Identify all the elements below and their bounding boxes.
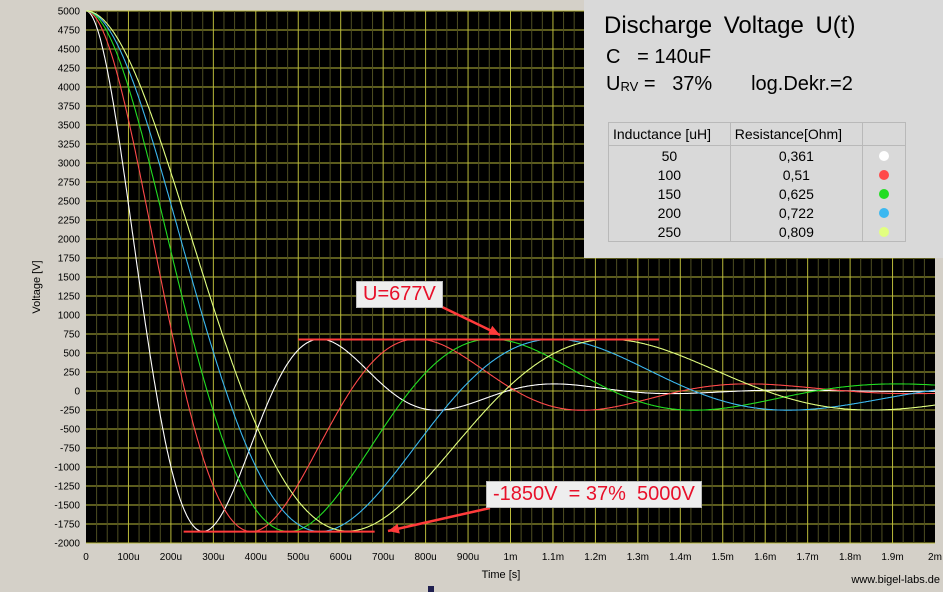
capacitance-line: C = 140uF: [606, 46, 711, 69]
y-tick-label: 2000: [58, 235, 81, 246]
y-tick-label: 1500: [58, 273, 81, 284]
inductance-cell: 100: [609, 165, 731, 184]
y-axis-title: Voltage [V]: [31, 260, 43, 313]
color-cell: [863, 222, 906, 242]
x-tick-label: 1.5m: [712, 552, 734, 563]
y-tick-label: 3750: [58, 102, 81, 113]
legend-table: Inductance [uH] Resistance[Ohm] 50 0,361…: [608, 122, 906, 242]
scroll-marker[interactable]: [428, 586, 434, 592]
y-tick-label: 4500: [58, 45, 81, 56]
x-tick-label: 200u: [160, 552, 182, 563]
y-tick-label: 3250: [58, 140, 81, 151]
x-tick-label: 300u: [202, 552, 224, 563]
legend-row: 100 0,51: [609, 165, 906, 184]
u-symbol: U: [606, 73, 620, 95]
series-color-dot: [879, 170, 889, 180]
legend-row: 50 0,361: [609, 146, 906, 166]
x-tick-label: 600u: [330, 552, 352, 563]
x-tick-label: 400u: [245, 552, 267, 563]
y-tick-label: -500: [60, 425, 80, 436]
x-tick-label: 0: [83, 552, 89, 563]
y-tick-label: 5000: [58, 7, 81, 18]
x-tick-label: 1.2m: [584, 552, 606, 563]
y-tick-label: -750: [60, 444, 80, 455]
y-tick-label: 250: [63, 368, 80, 379]
x-tick-labels: 0 100u 200u 300u 400u 500u 600u 700u 800u 900u 1m 1…: [83, 552, 942, 563]
y-tick-label: 2500: [58, 197, 81, 208]
x-tick-label: 1m: [504, 552, 518, 563]
y-tick-label: 500: [63, 349, 80, 360]
color-cell: [863, 146, 906, 166]
u-subscript: RV: [620, 79, 638, 94]
legend-row: 150 0,625: [609, 184, 906, 203]
series-color-dot: [879, 151, 889, 161]
y-tick-label: 2750: [58, 178, 81, 189]
y-tick-label: 1750: [58, 254, 81, 265]
y-tick-label: 750: [63, 330, 80, 341]
x-tick-label: 2m: [928, 552, 942, 563]
y-tick-label: -250: [60, 406, 80, 417]
min-voltage-callout: -1850V = 37% 5000V: [486, 481, 702, 508]
y-tick-label: -2000: [54, 539, 80, 550]
color-cell: [863, 165, 906, 184]
inductance-cell: 150: [609, 184, 731, 203]
y-tick-label: -1250: [54, 482, 80, 493]
y-tick-label: 1000: [58, 311, 81, 322]
header-inductance: Inductance [uH]: [609, 123, 731, 146]
y-tick-label: 0: [74, 387, 80, 398]
reversal-line: URV = 37% log.Dekr.=2: [606, 73, 853, 96]
series-color-dot: [879, 227, 889, 237]
resistance-cell: 0,809: [730, 222, 862, 242]
legend-row: 250 0,809: [609, 222, 906, 242]
x-tick-label: 1.8m: [839, 552, 861, 563]
y-tick-label: 4000: [58, 83, 81, 94]
x-axis-title: Time [s]: [482, 569, 521, 581]
resistance-cell: 0,51: [730, 165, 862, 184]
x-tick-label: 1.4m: [669, 552, 691, 563]
x-tick-label: 1.6m: [754, 552, 776, 563]
reversal-values: = 37% log.Dekr.=2: [638, 73, 853, 95]
y-tick-label: 3000: [58, 159, 81, 170]
info-panel: Discharge Voltage U(t) C = 140uF URV = 3…: [584, 0, 943, 258]
header-color: [863, 123, 906, 146]
y-tick-label: 4750: [58, 26, 81, 37]
y-tick-label: -1500: [54, 501, 80, 512]
y-tick-label: -1000: [54, 463, 80, 474]
resistance-cell: 0,361: [730, 146, 862, 166]
inductance-cell: 250: [609, 222, 731, 242]
x-tick-label: 900u: [457, 552, 479, 563]
inductance-cell: 200: [609, 203, 731, 222]
y-tick-label: 4250: [58, 64, 81, 75]
x-tick-label: 100u: [117, 552, 139, 563]
chart-title: Discharge Voltage U(t): [604, 12, 855, 40]
header-resistance: Resistance[Ohm]: [730, 123, 862, 146]
x-tick-label: 1.3m: [627, 552, 649, 563]
y-tick-label: -1750: [54, 520, 80, 531]
x-tick-label: 1.7m: [797, 552, 819, 563]
x-tick-label: 500u: [287, 552, 309, 563]
inductance-cell: 50: [609, 146, 731, 166]
color-cell: [863, 184, 906, 203]
series-color-dot: [879, 189, 889, 199]
x-tick-label: 1.1m: [542, 552, 564, 563]
y-tick-labels: 5000475045004250400037503500325030002750…: [54, 7, 80, 550]
color-cell: [863, 203, 906, 222]
x-tick-label: 800u: [414, 552, 436, 563]
peak-voltage-callout: U=677V: [356, 281, 443, 308]
series-color-dot: [879, 208, 889, 218]
resistance-cell: 0,625: [730, 184, 862, 203]
y-tick-label: 1250: [58, 292, 81, 303]
resistance-cell: 0,722: [730, 203, 862, 222]
legend-row: 200 0,722: [609, 203, 906, 222]
x-tick-label: 700u: [372, 552, 394, 563]
credit-text: www.bigel-labs.de: [850, 574, 940, 586]
y-tick-label: 3500: [58, 121, 81, 132]
y-tick-label: 2250: [58, 216, 81, 227]
x-tick-label: 1.9m: [881, 552, 903, 563]
legend-header-row: Inductance [uH] Resistance[Ohm]: [609, 123, 906, 146]
